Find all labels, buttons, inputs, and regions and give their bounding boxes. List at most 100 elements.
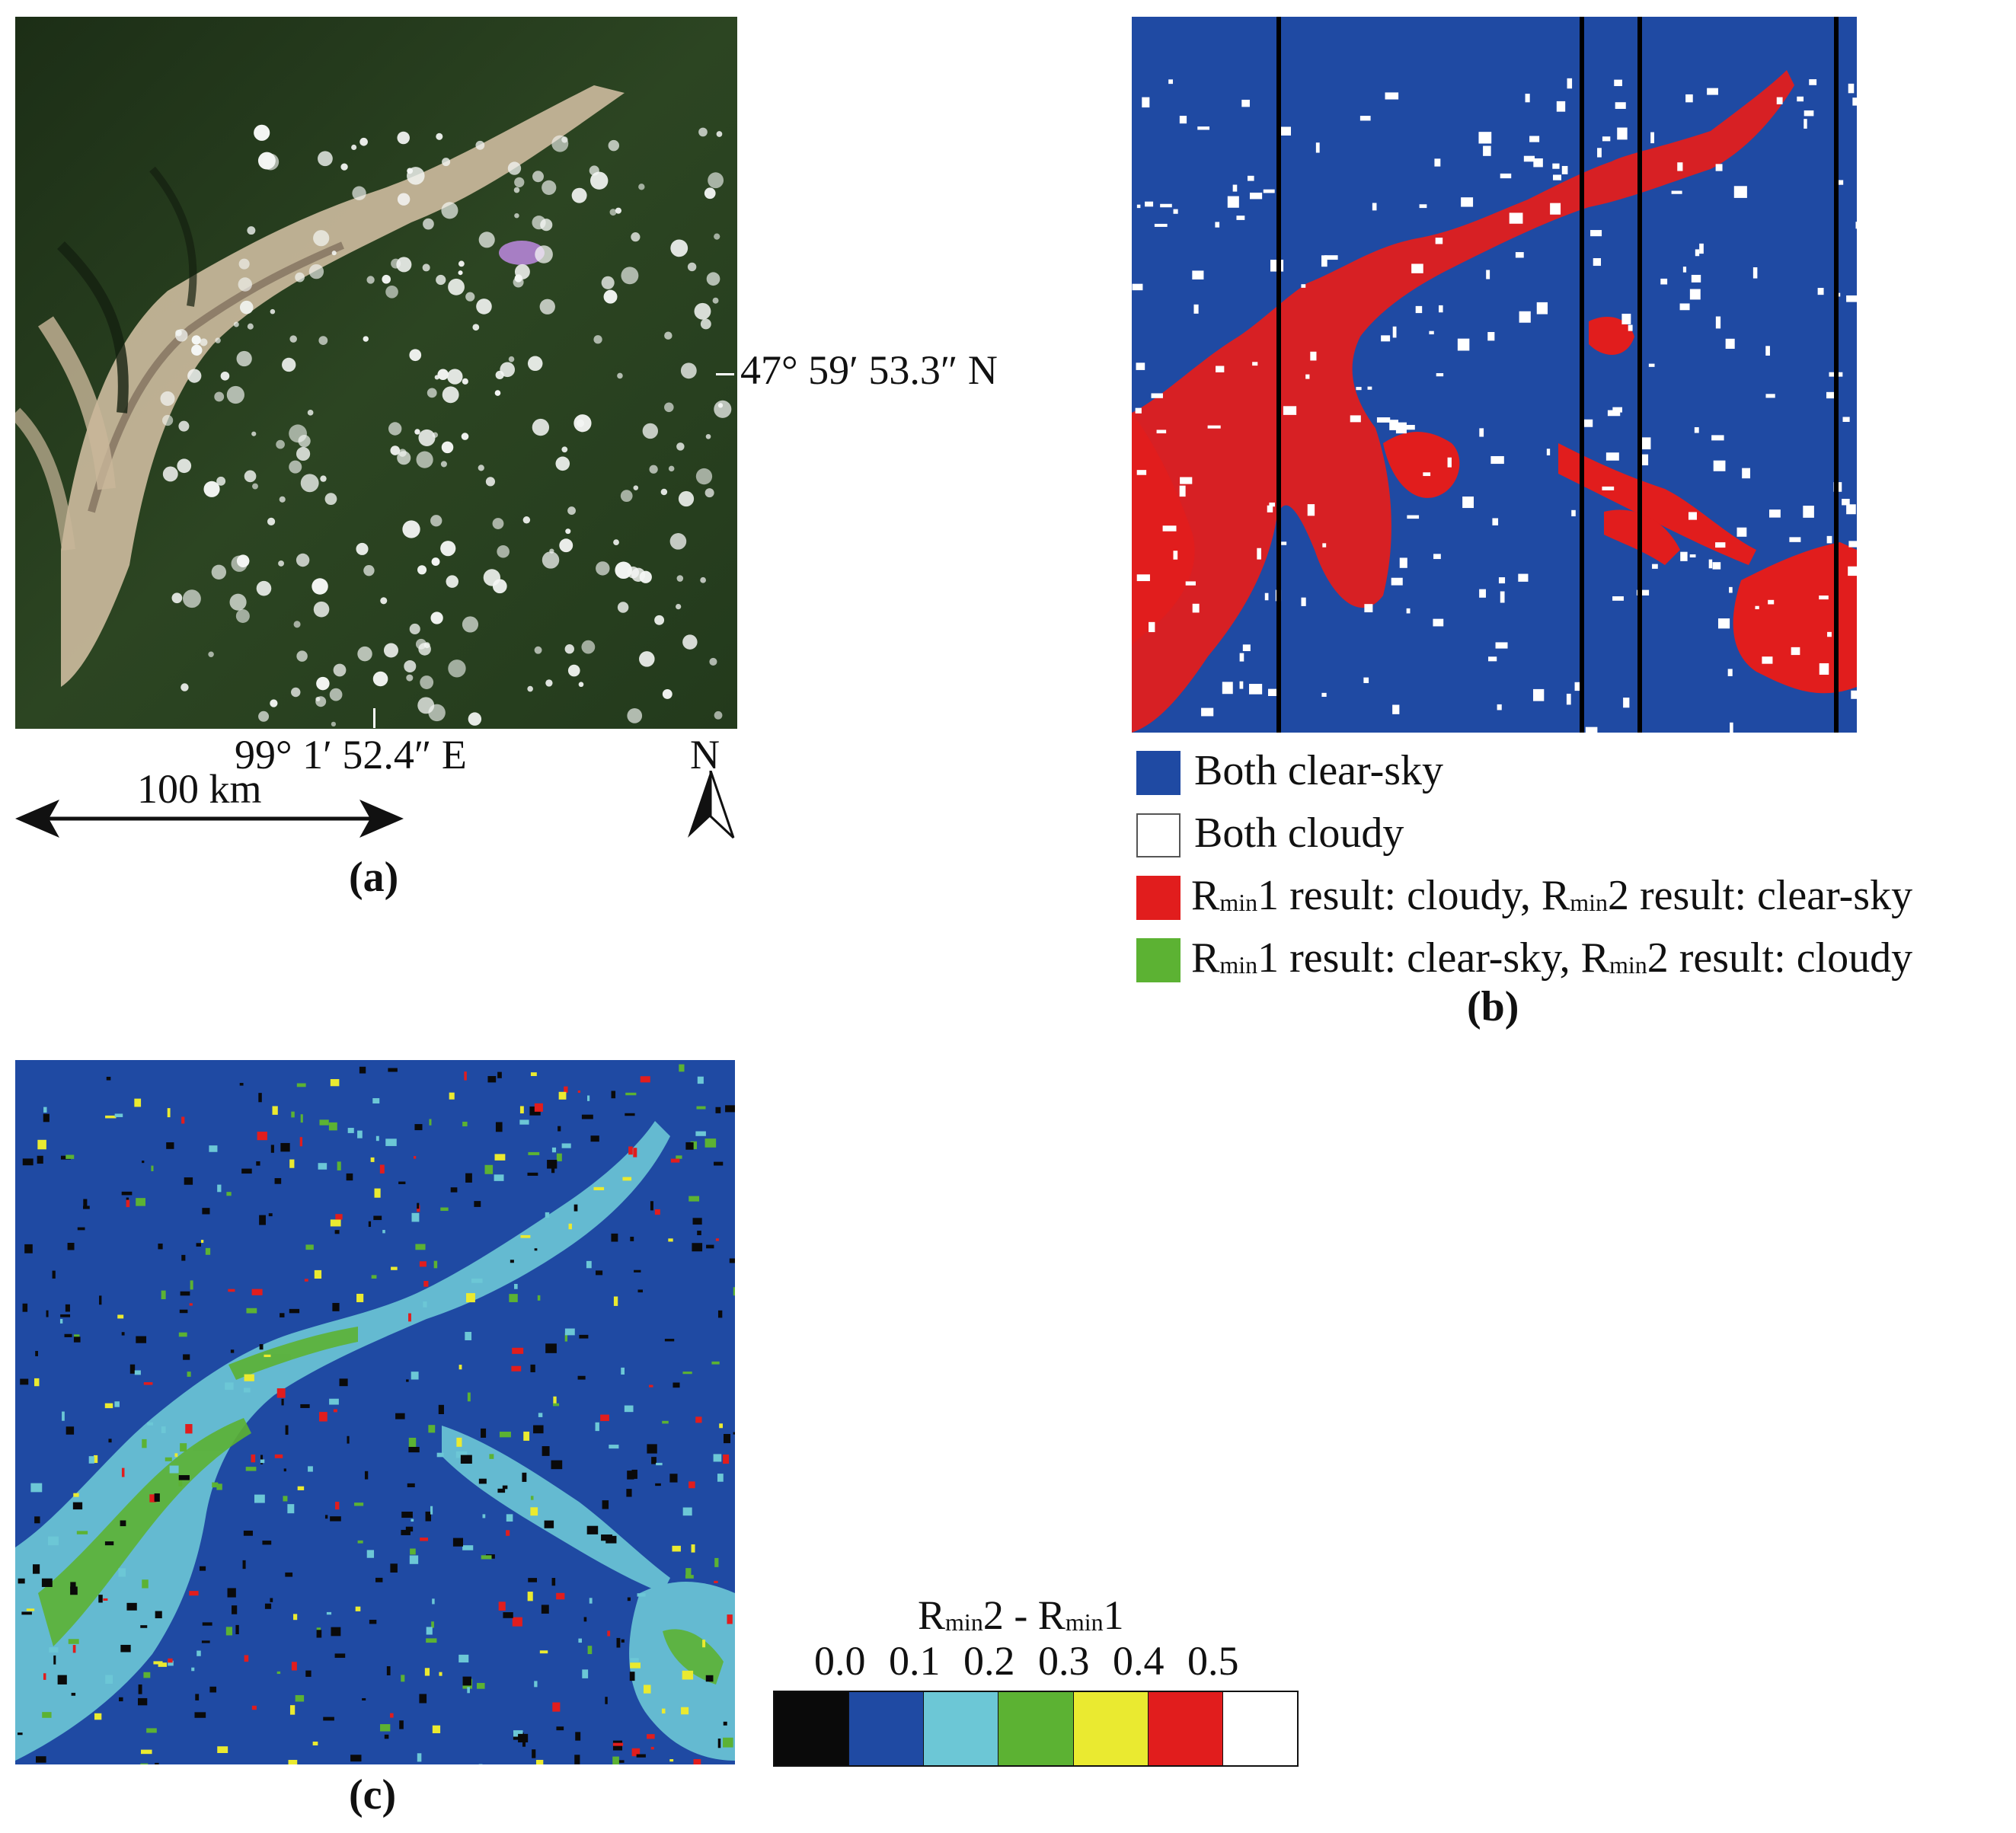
difference-speck [228,1289,235,1292]
difference-speck [73,1336,81,1343]
difference-speck [390,1713,394,1718]
difference-speck [467,1687,470,1694]
cloudy-speck [1145,201,1154,207]
difference-speck [612,1756,619,1764]
colorbar-ticks: 0.0 0.1 0.2 0.3 0.4 0.5 [773,1637,1306,1691]
cloud-speck [289,335,297,343]
cloudy-speck [1257,548,1261,560]
difference-speck [120,1520,126,1527]
difference-speck [596,1270,603,1276]
difference-speck [542,1446,550,1456]
difference-speck [382,1230,385,1234]
cloud-speck [437,369,449,381]
difference-speck [362,1697,366,1700]
cloudy-speck [1154,223,1168,227]
difference-speck [725,1105,735,1113]
cloud-speck [476,299,492,315]
difference-speck [556,1153,562,1161]
colorbar-tick-label: 0.0 [814,1638,866,1684]
cloud-speck [513,187,520,193]
cloudy-speck [1715,164,1723,171]
difference-speck [513,1730,523,1737]
difference-speck [405,1526,414,1532]
difference-speck [67,1243,75,1250]
cloud-speck [458,260,465,267]
difference-speck [121,1467,125,1477]
difference-speck [142,1439,147,1448]
cloud-speck [555,456,570,471]
difference-speck [481,1555,492,1560]
cloudy-speck [1752,267,1758,279]
cloudy-speck [1617,127,1628,140]
cloud-speck [664,331,673,340]
cloudy-speck [1136,574,1150,582]
cloudy-speck [1711,435,1724,441]
difference-speck [417,1202,420,1209]
difference-speck [583,1617,587,1622]
difference-speck [482,1514,486,1518]
difference-speck [217,1746,228,1753]
difference-speck [42,1712,52,1718]
cloud-speck [513,276,524,288]
difference-speck [401,1529,411,1535]
cloudy-speck [1765,394,1775,398]
cloudy-speck [1227,196,1239,208]
difference-speck [424,1668,430,1676]
difference-speck [62,1411,65,1421]
cloud-speck [278,560,284,567]
difference-speck [647,1444,657,1454]
difference-speck [357,1130,363,1138]
difference-speck [118,1568,126,1577]
cloud-speck [220,371,230,381]
cloud-speck [315,696,327,707]
cloud-speck [296,446,311,461]
difference-speck [432,1725,441,1733]
cloud-speck [239,300,254,315]
cloud-speck [418,429,436,446]
cloud-speck [226,385,244,404]
difference-speck [432,1598,435,1605]
cloud-speck [422,263,430,272]
difference-speck [462,1545,474,1550]
cloud-speck [351,144,357,151]
colorbar-tick-label: 0.5 [1187,1638,1239,1684]
difference-speck [512,1617,522,1627]
difference-speck [477,1682,485,1689]
difference-speck [33,1564,40,1574]
difference-speck [715,1107,721,1113]
difference-speck [587,1646,593,1655]
cloud-comparison-map [1132,17,1857,733]
difference-speck [401,1512,413,1518]
cloud-speck [340,163,348,171]
cloudy-speck [1536,302,1548,315]
cloud-speck [472,324,480,331]
difference-speck [138,1684,142,1694]
cloudy-speck [1436,372,1444,377]
cloudy-speck [1768,599,1775,605]
cloudy-speck [1364,604,1373,613]
cloud-speck [492,518,504,529]
difference-speck [216,1483,222,1490]
difference-speck [408,1313,411,1322]
cloudy-speck [1623,698,1630,708]
difference-speck [46,1310,49,1317]
difference-speck [398,1181,406,1184]
difference-speck [225,1382,234,1390]
cloudy-speck [1267,688,1279,696]
cloudy-speck [1136,470,1147,475]
cloud-speck [705,433,711,439]
cloud-speck [432,432,439,438]
difference-speck [411,1518,414,1522]
cloud-speck [468,712,482,726]
colorbar-segment [1147,1692,1222,1765]
difference-speck [705,1675,714,1682]
difference-speck [305,1244,314,1250]
cloudy-speck [1727,669,1733,676]
difference-speck [143,1382,153,1385]
cloudy-speck [1855,222,1857,229]
cloudy-speck [1487,331,1495,341]
cloudy-speck [1550,203,1561,215]
cloudy-speck [1689,554,1696,558]
difference-speck [72,1645,76,1653]
difference-speck [71,1692,76,1696]
